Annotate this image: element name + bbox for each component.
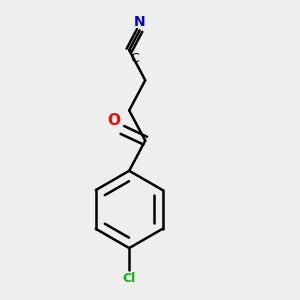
Text: Cl: Cl <box>123 272 136 285</box>
Text: C: C <box>130 52 139 65</box>
Text: O: O <box>107 113 120 128</box>
Text: N: N <box>134 15 146 29</box>
